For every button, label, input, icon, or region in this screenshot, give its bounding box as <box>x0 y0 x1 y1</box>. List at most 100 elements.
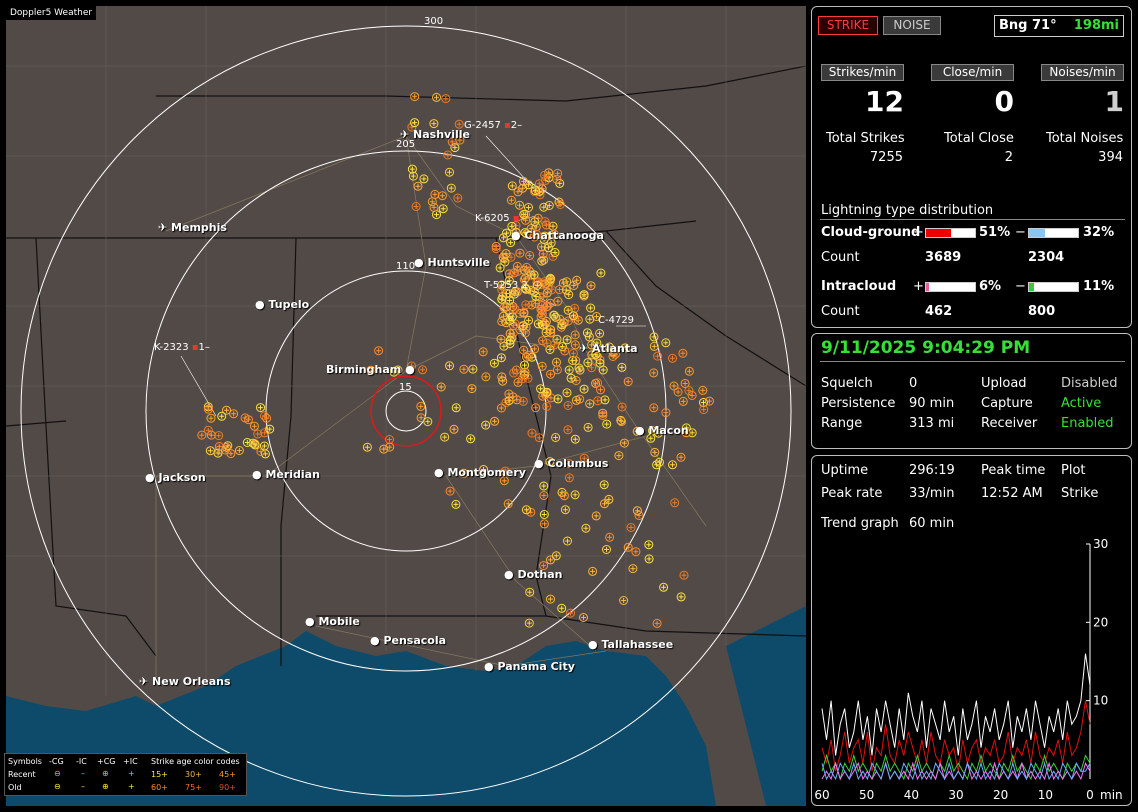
strike-button[interactable]: STRIKE <box>818 16 878 35</box>
strike-marker <box>649 368 659 378</box>
strike-marker-cross <box>455 195 461 201</box>
strike-marker <box>619 438 629 448</box>
strike-marker-cross <box>412 94 418 100</box>
strike-marker-cross <box>619 419 624 425</box>
strike-marker <box>498 376 508 386</box>
trend-x-unit: min <box>1100 788 1123 802</box>
strike-marker <box>538 292 548 302</box>
strike-marker-cross <box>469 386 475 392</box>
strike-marker-cross <box>483 374 489 380</box>
strikes-per-min-value: 12 <box>865 85 904 118</box>
city-nashville: ✈ Nashville <box>400 128 470 141</box>
strike-marker-cross <box>527 253 533 258</box>
strike-marker-cross <box>447 363 452 369</box>
strike-marker <box>585 399 595 409</box>
strike-marker-cross <box>497 265 503 271</box>
strike-marker <box>520 367 530 377</box>
strike-marker <box>582 328 592 338</box>
strike-marker <box>496 403 506 413</box>
strike-marker-cross <box>565 318 571 324</box>
ic-pos-pct: 6% <box>979 279 1002 294</box>
strike-marker <box>504 269 514 279</box>
strike-marker <box>468 364 478 374</box>
strike-marker <box>497 294 507 304</box>
noises-per-min-button[interactable]: Noises/min <box>1041 64 1124 81</box>
strike-marker <box>644 540 654 550</box>
strike-marker <box>445 486 455 496</box>
cg-neg-count: 2304 <box>1028 250 1065 265</box>
storm-label-c4729[interactable]: C-4729 <box>598 315 635 326</box>
strike-marker <box>491 244 501 254</box>
strike-marker <box>521 300 531 310</box>
strike-marker-cross <box>470 366 476 372</box>
storm-label-k2323[interactable]: K-2323 ▪1– <box>154 342 210 353</box>
strike-marker <box>478 347 488 357</box>
strike-marker-cross <box>572 492 578 498</box>
strike-marker-cross <box>597 330 603 336</box>
strike-marker-cross <box>532 234 537 240</box>
storm-label-g2457[interactable]: G-2457 ▪2– <box>464 120 523 131</box>
strike-marker <box>653 351 663 361</box>
strike-marker-cross <box>524 264 530 270</box>
strike-marker-cross <box>555 396 561 402</box>
strike-marker <box>564 365 574 375</box>
strike-marker-cross <box>564 337 570 343</box>
strike-marker-cross <box>547 278 553 284</box>
city-birmingham: Birmingham ● <box>326 363 415 376</box>
strike-marker <box>453 193 463 203</box>
strike-marker <box>652 618 662 628</box>
strike-marker-cross <box>501 305 507 311</box>
peak-rate-label: Peak rate <box>821 486 883 501</box>
strike-marker <box>542 338 552 348</box>
strike-marker-cross <box>499 287 505 293</box>
strike-marker-cross <box>602 397 608 403</box>
strike-marker-cross <box>661 584 667 590</box>
strike-marker-cross <box>550 223 556 229</box>
strike-marker-cross <box>570 350 576 356</box>
storm-label-k6205[interactable]: K-6205 ▪ <box>475 213 520 224</box>
strikes-per-min-button[interactable]: Strikes/min <box>821 64 904 81</box>
strike-marker <box>410 118 420 128</box>
noise-button[interactable]: NOISE <box>883 16 941 35</box>
strike-marker-cross <box>517 202 523 208</box>
legend-header-pos-ic: +IC <box>123 757 138 766</box>
strike-marker <box>205 446 215 456</box>
strike-marker-cross <box>506 278 512 284</box>
strike-marker-cross <box>544 389 550 395</box>
trend-x-tick-label: 0 <box>1086 788 1094 802</box>
ic-pos-bar <box>925 282 976 292</box>
strike-marker <box>445 167 454 177</box>
storm-label-t5253[interactable]: T-5253 2 <box>484 280 528 291</box>
strike-marker <box>557 603 567 613</box>
city-tupelo: ● Tupelo <box>255 298 310 311</box>
range-label-300: 300 <box>424 16 444 27</box>
close-per-min-button[interactable]: Close/min <box>931 64 1014 81</box>
strike-marker <box>552 174 562 184</box>
strike-marker-cross <box>511 270 517 276</box>
strike-marker <box>520 228 530 238</box>
strike-marker-cross <box>521 178 526 184</box>
strike-marker-cross <box>565 307 571 313</box>
strike-marker-cross <box>255 431 261 437</box>
strike-marker-cross <box>216 433 222 439</box>
strike-marker <box>592 351 602 361</box>
strike-marker-cross <box>442 434 448 440</box>
total-strikes-value: 7255 <box>869 150 903 165</box>
strike-marker <box>206 430 216 440</box>
strike-marker <box>599 480 609 490</box>
lightning-map[interactable]: Doppler5 Weather 300 205 110 15 ✈ Nashvi… <box>6 6 806 806</box>
strike-marker-cross <box>619 404 625 410</box>
plot-value[interactable]: Strike <box>1061 486 1099 501</box>
trend-x-tick-label: 50 <box>859 788 874 802</box>
strike-marker-cross <box>568 375 574 381</box>
age-15: 15+ <box>151 770 168 779</box>
strike-marker-cross <box>619 364 625 370</box>
strike-marker-cross <box>481 467 487 472</box>
strike-marker-cross <box>625 544 631 550</box>
strike-marker-cross <box>492 418 498 424</box>
strike-marker-cross <box>547 347 553 352</box>
strike-marker <box>571 376 581 385</box>
city-mobile: ● Mobile <box>305 615 360 628</box>
strike-marker-cross <box>409 363 415 369</box>
strike-marker-cross <box>678 594 684 600</box>
